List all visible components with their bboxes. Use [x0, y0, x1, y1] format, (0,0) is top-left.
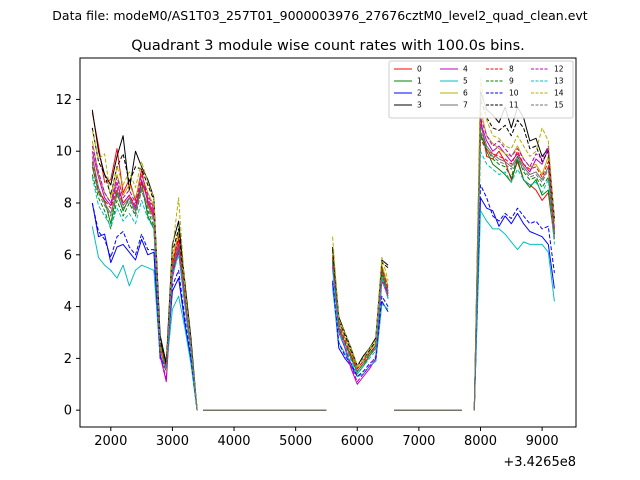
series-line-5-segment-3 [332, 288, 389, 377]
y-axis: 0 2 4 6 8 10 12 [55, 93, 80, 419]
legend-label-10: 10 [509, 89, 519, 98]
series-line-11-segment-3 [332, 249, 389, 367]
series-line-3-segment-1 [91, 109, 198, 411]
legend-label-4: 4 [463, 65, 468, 74]
legend-label-11: 11 [509, 101, 519, 110]
series-line-13-segment-5 [473, 150, 555, 411]
series-line-1-segment-5 [473, 132, 555, 411]
series-line-8-segment-5 [473, 137, 555, 411]
legend-label-0: 0 [417, 65, 422, 74]
legend-box [388, 60, 574, 119]
series-line-14-segment-3 [332, 236, 389, 367]
x-tick-label: 4000 [217, 434, 250, 449]
series-line-15-segment-5 [473, 130, 555, 411]
series-line-15-segment-1 [91, 164, 198, 411]
y-tick-label: 4 [64, 300, 72, 315]
legend-label-6: 6 [463, 89, 468, 98]
x-tick-label: 9000 [526, 434, 559, 449]
series-line-5-segment-1 [91, 226, 198, 411]
legend-label-9: 9 [509, 77, 514, 86]
y-tick-label: 8 [64, 197, 72, 212]
chart-title: Quadrant 3 module wise count rates with … [131, 38, 525, 54]
series-line-10-segment-3 [332, 280, 389, 377]
series-line-14-segment-1 [91, 130, 198, 411]
series-line-2-segment-1 [91, 202, 198, 411]
legend-label-2: 2 [417, 89, 422, 98]
series-line-7-segment-5 [473, 124, 555, 411]
legend-label-1: 1 [417, 77, 422, 86]
series-line-8-segment-1 [91, 161, 198, 411]
series-line-13-segment-1 [91, 176, 198, 411]
y-tick-label: 10 [55, 145, 72, 160]
x-tick-label: 7000 [402, 434, 435, 449]
series-line-5-segment-5 [473, 210, 555, 411]
y-tick-label: 12 [55, 93, 72, 108]
legend-label-14: 14 [554, 89, 564, 98]
y-tick-label: 6 [64, 248, 72, 263]
x-tick-label: 5000 [279, 434, 312, 449]
x-axis: 2000 3000 4000 5000 6000 7000 8000 9000 [94, 427, 559, 449]
y-tick-label: 2 [64, 352, 72, 367]
series-line-8-segment-3 [332, 257, 389, 370]
legend-label-5: 5 [463, 77, 468, 86]
x-tick-label: 8000 [464, 434, 497, 449]
y-tick-label: 0 [64, 404, 72, 419]
figure-suptitle: Data file: modeM0/AS1T03_257T01_90000039… [52, 8, 587, 23]
series-line-15-segment-3 [332, 262, 389, 372]
series-line-10-segment-5 [473, 184, 555, 411]
series-line-12-segment-5 [473, 117, 555, 411]
series-line-12-segment-3 [332, 265, 389, 383]
legend-label-3: 3 [417, 101, 422, 110]
series-line-11-segment-5 [473, 98, 555, 411]
legend-label-12: 12 [554, 65, 564, 74]
plot-lines [91, 78, 555, 411]
legend-label-7: 7 [463, 101, 468, 110]
series-line-2-segment-5 [473, 197, 555, 411]
x-tick-label: 3000 [156, 434, 189, 449]
x-offset-label: +3.4265e8 [503, 455, 576, 470]
series-line-10-segment-1 [91, 202, 198, 411]
x-tick-label: 2000 [94, 434, 127, 449]
plot-frame [79, 57, 577, 428]
legend-label-8: 8 [509, 65, 514, 74]
legend-label-15: 15 [554, 101, 564, 110]
legend-label-13: 13 [554, 77, 564, 86]
x-tick-label: 6000 [341, 434, 374, 449]
series-line-14-segment-5 [473, 78, 555, 411]
